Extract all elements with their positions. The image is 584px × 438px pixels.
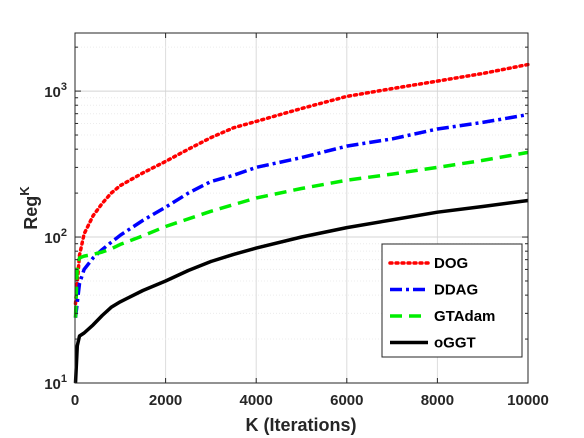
x-tick-label: 8000 [421,392,454,409]
x-tick-label: 6000 [330,392,363,409]
series-line-ddag [73,112,529,318]
x-tick-label: 4000 [240,392,273,409]
x-tick-labels: 0 2000 4000 6000 8000 10000 [71,392,549,409]
axis-ticks [74,33,529,384]
y-axis-label-superscript: K [17,186,32,196]
y-tick-label-exponent: 1 [61,373,67,385]
series-line-gtadam [73,150,529,318]
series-line-dog [73,62,530,306]
x-tick-label: 10000 [507,392,549,409]
y-tick-label-base: 10 [44,376,61,393]
legend-label-dog: DOG [434,255,468,272]
x-tick-label: 2000 [149,392,182,409]
legend: DOG DDAG GTAdam oGGT [381,243,523,358]
y-tick-label-exponent: 3 [61,81,67,93]
series-line-oggt [73,198,529,384]
y-tick-label-exponent: 2 [61,227,67,239]
x-axis-label: K (Iterations) [245,415,356,435]
y-axis-label-base: Reg [21,196,41,230]
y-tick-label-base: 10 [44,230,61,247]
series-lines [73,62,530,384]
y-tick-label: 101 [44,373,67,393]
y-axis-label: RegK [17,186,41,230]
legend-label-oggt: oGGT [434,335,476,352]
y-tick-label: 103 [44,81,67,101]
legend-label-ddag: DDAG [434,282,478,299]
plot-frame [74,32,529,384]
x-tick-label: 0 [71,392,79,409]
y-tick-label-base: 10 [44,84,61,101]
y-tick-label: 102 [44,227,67,247]
legend-label-gtadam: GTAdam [434,308,495,325]
